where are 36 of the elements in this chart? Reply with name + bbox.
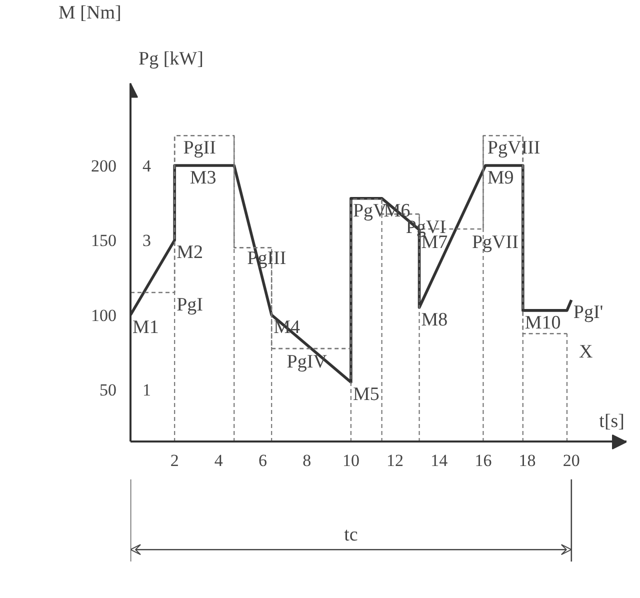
annotation: PgV (352, 200, 388, 222)
x-tick-label: 4 (214, 450, 224, 470)
x-tick-label: 2 (170, 450, 179, 470)
y2-axis-title: Pg [kW] (138, 48, 204, 70)
annotation: PgVIII (487, 138, 540, 159)
annotation: PgIV (286, 351, 328, 372)
x-axis-title: t[s] (599, 410, 624, 432)
x-tick-label: 20 (562, 450, 580, 470)
y-tick-label: 200 (91, 156, 116, 176)
y-tick-label: 100 (91, 306, 116, 325)
annotation: PgI (176, 294, 203, 316)
text: tc (344, 524, 358, 546)
x-tick-label: 8 (302, 450, 312, 470)
annotation: M3 (190, 167, 216, 188)
x-tick-label: 10 (342, 450, 360, 470)
annotation: M1 (132, 316, 159, 338)
annotation: PgI' (573, 302, 604, 323)
annotation: X (578, 342, 593, 363)
x-tick-label: 6 (258, 450, 268, 470)
y2-tick-label: 1 (142, 380, 151, 400)
annotation: PgII (183, 138, 216, 159)
y2-tick-label: 3 (142, 231, 151, 250)
y-axis-title: M [Nm] (58, 2, 122, 24)
x-tick-label: 12 (386, 450, 404, 470)
y-tick-label: 150 (91, 231, 116, 250)
annotation: M10 (524, 312, 561, 334)
x-tick-label: 14 (430, 450, 448, 470)
x-tick-label: 18 (518, 450, 536, 470)
annotation: M5 (352, 384, 380, 406)
y2-tick-label: 4 (142, 156, 152, 176)
annotation: M8 (421, 309, 448, 330)
annotation: PgVII (472, 232, 518, 253)
y-tick-label: 50 (100, 380, 116, 400)
annotation: M9 (487, 167, 514, 188)
x-tick-label: 16 (474, 450, 492, 470)
annotation: M2 (176, 242, 203, 264)
